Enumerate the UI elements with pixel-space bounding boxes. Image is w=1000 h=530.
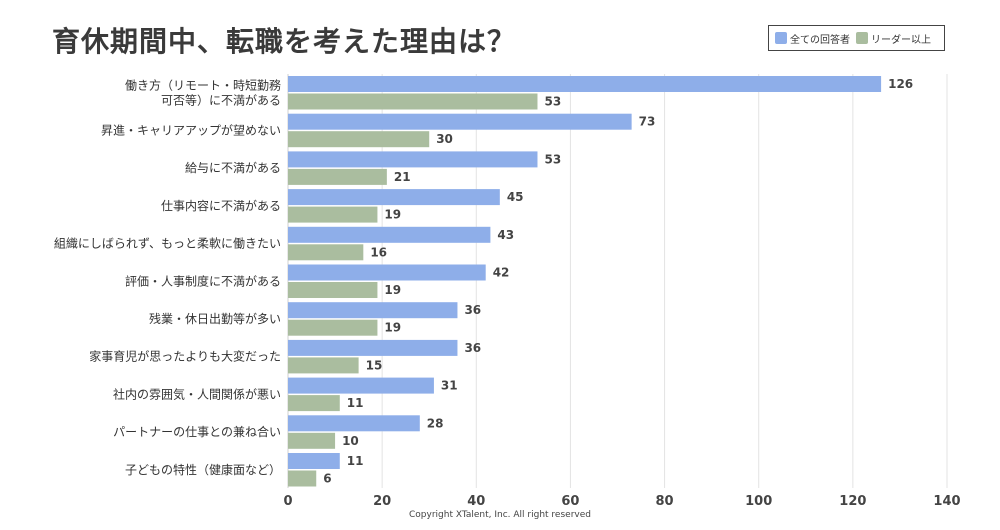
bar-chart: 0 20 40 60 80 100 120 140 126 53 働き方（リモート・時短勤務可否等）…: [54, 74, 961, 509]
value-label-leaders: 6: [323, 472, 331, 486]
value-label-all: 36: [464, 341, 481, 355]
value-label-leaders: 21: [394, 170, 411, 184]
bar-leaders: [288, 244, 364, 261]
x-tick-label: 120: [839, 494, 866, 509]
legend: 全ての回答者 リーダー以上: [768, 25, 945, 51]
legend-swatch-leaders: [856, 32, 868, 44]
copyright: Copyright XTalent, Inc. All right reserv…: [409, 510, 591, 520]
category-label: 働き方（リモート・時短勤務: [125, 77, 281, 92]
bar-leaders: [288, 206, 378, 223]
x-tick-label: 0: [283, 494, 292, 509]
category-label: 社内の雰囲気・人間関係が悪い: [113, 386, 281, 401]
value-label-leaders: 53: [544, 95, 561, 109]
bar-all: [288, 113, 632, 130]
category-label: 昇進・キャリアアップが望めない: [101, 122, 281, 137]
category-label: 組織にしばられず、もっと柔軟に働きたい: [54, 236, 281, 251]
value-label-leaders: 16: [370, 245, 387, 259]
category-label: 家事育児が思ったよりも大変だった: [89, 349, 281, 364]
value-label-leaders: 10: [342, 434, 359, 448]
bar-all: [288, 189, 500, 206]
value-label-leaders: 19: [384, 283, 401, 297]
bar-leaders: [288, 432, 336, 449]
bar-leaders: [288, 168, 387, 185]
bar-all: [288, 453, 340, 469]
value-label-all: 28: [427, 416, 444, 430]
chart-title: 育休期間中、転職を考えた理由は？: [52, 25, 517, 58]
bar-leaders: [288, 282, 378, 298]
category-label: 仕事内容に不満がある: [161, 198, 281, 213]
bar-leaders: [288, 395, 340, 412]
category-label: パートナーの仕事との兼ね合い: [113, 424, 281, 439]
x-tick-label: 140: [933, 494, 960, 509]
bar-all: [288, 151, 538, 168]
legend-item-all: 全ての回答者: [775, 31, 850, 46]
value-label-all: 31: [441, 379, 458, 393]
value-label-all: 43: [497, 228, 514, 242]
x-tick-label: 60: [561, 494, 579, 509]
legend-swatch-all: [775, 32, 787, 44]
category-label: 給与に不満がある: [185, 160, 281, 175]
value-label-all: 53: [544, 152, 561, 166]
value-label-leaders: 19: [384, 208, 401, 222]
value-label-leaders: 11: [347, 396, 364, 410]
value-label-all: 36: [464, 303, 481, 317]
category-label: 子どもの特性（健康面など）: [125, 462, 281, 477]
value-label-all: 42: [493, 266, 510, 280]
bar-all: [288, 339, 458, 356]
x-tick-label: 100: [745, 494, 772, 509]
bar-all: [288, 76, 882, 92]
value-label-leaders: 15: [366, 358, 383, 372]
bar-all: [288, 264, 486, 281]
category-label: 評価・人事制度に不満がある: [125, 273, 281, 288]
category-label: 残業・休日出勤等が多い: [149, 311, 281, 326]
bar-leaders: [288, 319, 378, 336]
bar-all: [288, 302, 458, 319]
value-label-all: 73: [639, 115, 656, 129]
x-tick-label: 80: [656, 494, 674, 509]
legend-item-leaders: リーダー以上: [856, 31, 931, 46]
x-tick-label: 40: [467, 494, 485, 509]
bar-all: [288, 226, 491, 243]
value-label-all: 45: [507, 190, 524, 204]
bar-leaders: [288, 131, 430, 148]
value-label-all: 11: [347, 454, 364, 468]
legend-label-leaders: リーダー以上: [871, 34, 931, 46]
bar-leaders: [288, 93, 538, 110]
value-label-leaders: 19: [384, 321, 401, 335]
bar-leaders: [288, 357, 359, 374]
x-tick-label: 20: [373, 494, 391, 509]
bar-leaders: [288, 470, 317, 487]
bar-all: [288, 415, 420, 432]
value-label-leaders: 30: [436, 132, 453, 146]
category-label: 可否等）に不満がある: [161, 92, 281, 107]
bar-all: [288, 377, 434, 394]
value-label-all: 126: [888, 77, 913, 91]
legend-label-all: 全ての回答者: [790, 34, 850, 46]
